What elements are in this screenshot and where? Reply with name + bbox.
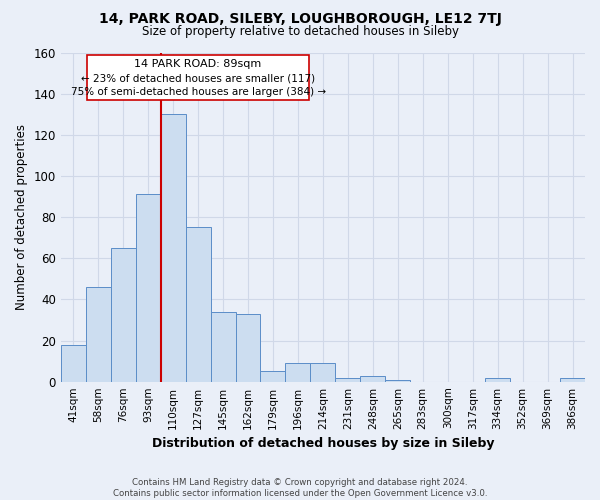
- X-axis label: Distribution of detached houses by size in Sileby: Distribution of detached houses by size …: [152, 437, 494, 450]
- Bar: [310, 363, 335, 382]
- Bar: [286, 363, 310, 382]
- Bar: [236, 314, 260, 382]
- Bar: [185, 228, 211, 382]
- Bar: [136, 194, 161, 382]
- Text: 75% of semi-detached houses are larger (384) →: 75% of semi-detached houses are larger (…: [71, 88, 326, 98]
- Text: 14, PARK ROAD, SILEBY, LOUGHBOROUGH, LE12 7TJ: 14, PARK ROAD, SILEBY, LOUGHBOROUGH, LE1…: [98, 12, 502, 26]
- Text: Size of property relative to detached houses in Sileby: Size of property relative to detached ho…: [142, 25, 458, 38]
- Bar: [61, 344, 86, 382]
- Bar: [161, 114, 185, 382]
- Text: ← 23% of detached houses are smaller (117): ← 23% of detached houses are smaller (11…: [81, 73, 315, 83]
- Bar: [211, 312, 236, 382]
- Bar: [111, 248, 136, 382]
- Bar: [385, 380, 410, 382]
- Bar: [260, 372, 286, 382]
- FancyBboxPatch shape: [87, 54, 309, 100]
- Text: Contains HM Land Registry data © Crown copyright and database right 2024.
Contai: Contains HM Land Registry data © Crown c…: [113, 478, 487, 498]
- Text: 14 PARK ROAD: 89sqm: 14 PARK ROAD: 89sqm: [134, 58, 262, 68]
- Y-axis label: Number of detached properties: Number of detached properties: [15, 124, 28, 310]
- Bar: [361, 376, 385, 382]
- Bar: [86, 287, 111, 382]
- Bar: [560, 378, 585, 382]
- Bar: [335, 378, 361, 382]
- Bar: [485, 378, 510, 382]
